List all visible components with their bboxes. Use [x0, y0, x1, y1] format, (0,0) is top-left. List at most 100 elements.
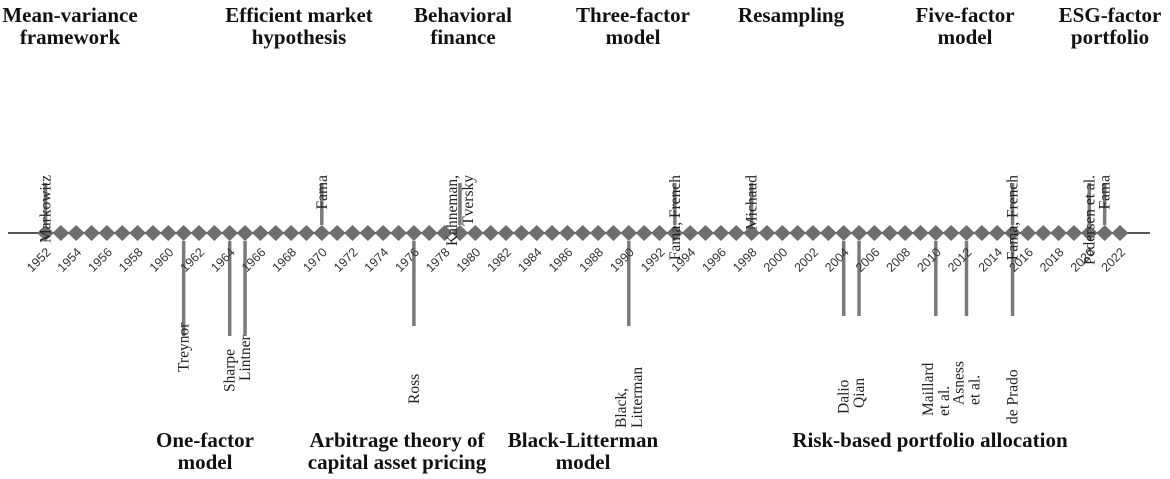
year-diamond [205, 225, 223, 241]
year-diamond [252, 225, 269, 241]
year-diamond [574, 225, 592, 241]
year-label: 1954 [55, 245, 85, 275]
event-name-below: Maillard [920, 362, 937, 416]
year-label: 2014 [976, 245, 1006, 275]
theme-heading-above: Five-factor [915, 3, 1014, 27]
theme-heading-above: model [606, 25, 661, 49]
year-label: 1978 [423, 245, 453, 275]
year-diamond [835, 225, 853, 241]
theme-heading-above: hypothesis [252, 25, 347, 49]
year-diamond [589, 225, 607, 241]
year-diamond [1004, 225, 1021, 241]
event-name-below: et al. [936, 386, 953, 416]
year-diamond [850, 225, 868, 241]
year-diamond [697, 225, 714, 241]
year-diamond [543, 225, 561, 241]
year-diamond [328, 225, 346, 241]
year-diamond [988, 225, 1006, 241]
year-diamond [927, 225, 945, 241]
year-diamond [912, 225, 929, 241]
year-diamond [727, 225, 745, 241]
theme-heading-above: Mean-variance [2, 3, 137, 27]
theme-heading-above: Resampling [738, 3, 845, 27]
year-diamond [528, 225, 546, 241]
year-diamond [113, 225, 131, 241]
event-name-above: Fama, French [1005, 175, 1022, 260]
year-diamond [466, 225, 484, 241]
year-label: 2004 [822, 245, 852, 275]
year-label: 1976 [392, 245, 422, 275]
year-diamond [789, 225, 807, 241]
year-diamond [942, 225, 960, 241]
year-diamond [1065, 225, 1083, 241]
year-diamond [681, 225, 699, 241]
year-diamond [390, 225, 407, 241]
year-diamond [896, 225, 914, 241]
theme-heading-above: Behavioral [414, 3, 512, 27]
event-name-above: Fama [1097, 175, 1114, 210]
year-label: 2012 [945, 245, 975, 275]
event-name-below: Lintner [237, 335, 254, 381]
year-diamond [651, 225, 668, 241]
year-diamond [298, 225, 315, 241]
year-label: 1980 [454, 245, 484, 275]
year-diamond [1080, 225, 1098, 241]
year-diamond [559, 225, 576, 241]
year-label: 1992 [638, 245, 668, 275]
year-diamond [1050, 225, 1067, 241]
year-diamond [190, 225, 208, 241]
theme-heading-below: Black-Litterman [508, 428, 659, 452]
year-label: 1998 [730, 245, 760, 275]
year-diamond [37, 225, 54, 241]
year-label: 1972 [331, 245, 361, 275]
year-diamond [359, 225, 377, 241]
theme-heading-above: framework [20, 25, 121, 49]
year-label: 1968 [270, 245, 300, 275]
year-label: 1970 [300, 245, 330, 275]
event-name-above: Pedersen et al. [1081, 175, 1098, 265]
year-diamond [1019, 225, 1037, 241]
year-diamond [773, 225, 791, 241]
year-label: 2018 [1037, 245, 1067, 275]
year-label: 1988 [577, 245, 607, 275]
year-label: 1958 [116, 245, 146, 275]
year-diamond [482, 225, 500, 241]
year-label: 2000 [761, 245, 791, 275]
year-diamond [758, 225, 776, 241]
event-name-below: Dalio [836, 379, 853, 414]
year-label: 1964 [208, 245, 238, 275]
year-diamond [635, 225, 653, 241]
year-diamond [804, 225, 822, 241]
event-name-above: Fama, French [667, 175, 684, 260]
year-label: 2002 [792, 245, 822, 275]
event-name-below: Litterman [629, 367, 646, 428]
year-diamond [420, 225, 438, 241]
year-label: 1984 [515, 245, 545, 275]
year-diamond [405, 225, 423, 241]
year-label: 1952 [24, 245, 54, 275]
year-diamond [819, 225, 837, 241]
event-name-below: Ross [406, 374, 423, 404]
theme-heading-above: model [938, 25, 993, 49]
year-diamond [436, 225, 453, 241]
year-diamond [512, 225, 530, 241]
year-diamond [83, 225, 100, 241]
event-name-below: Treynor [176, 322, 193, 372]
year-diamond [144, 225, 162, 241]
year-diamond [712, 225, 730, 241]
year-diamond [743, 225, 760, 241]
theme-heading-above: finance [430, 25, 495, 49]
theme-heading-below: model [178, 450, 233, 474]
year-diamond [282, 225, 300, 241]
theme-heading-above: ESG-factor [1059, 3, 1162, 27]
year-diamond [497, 225, 515, 241]
year-label: 1982 [485, 245, 515, 275]
theme-heading-above: Efficient market [225, 3, 373, 27]
year-diamond [958, 225, 975, 241]
year-label: 1990 [607, 245, 637, 275]
event-name-above: Fama [314, 175, 331, 210]
theme-heading-below: model [556, 450, 611, 474]
year-diamond [313, 225, 331, 241]
year-diamond [1111, 225, 1129, 241]
